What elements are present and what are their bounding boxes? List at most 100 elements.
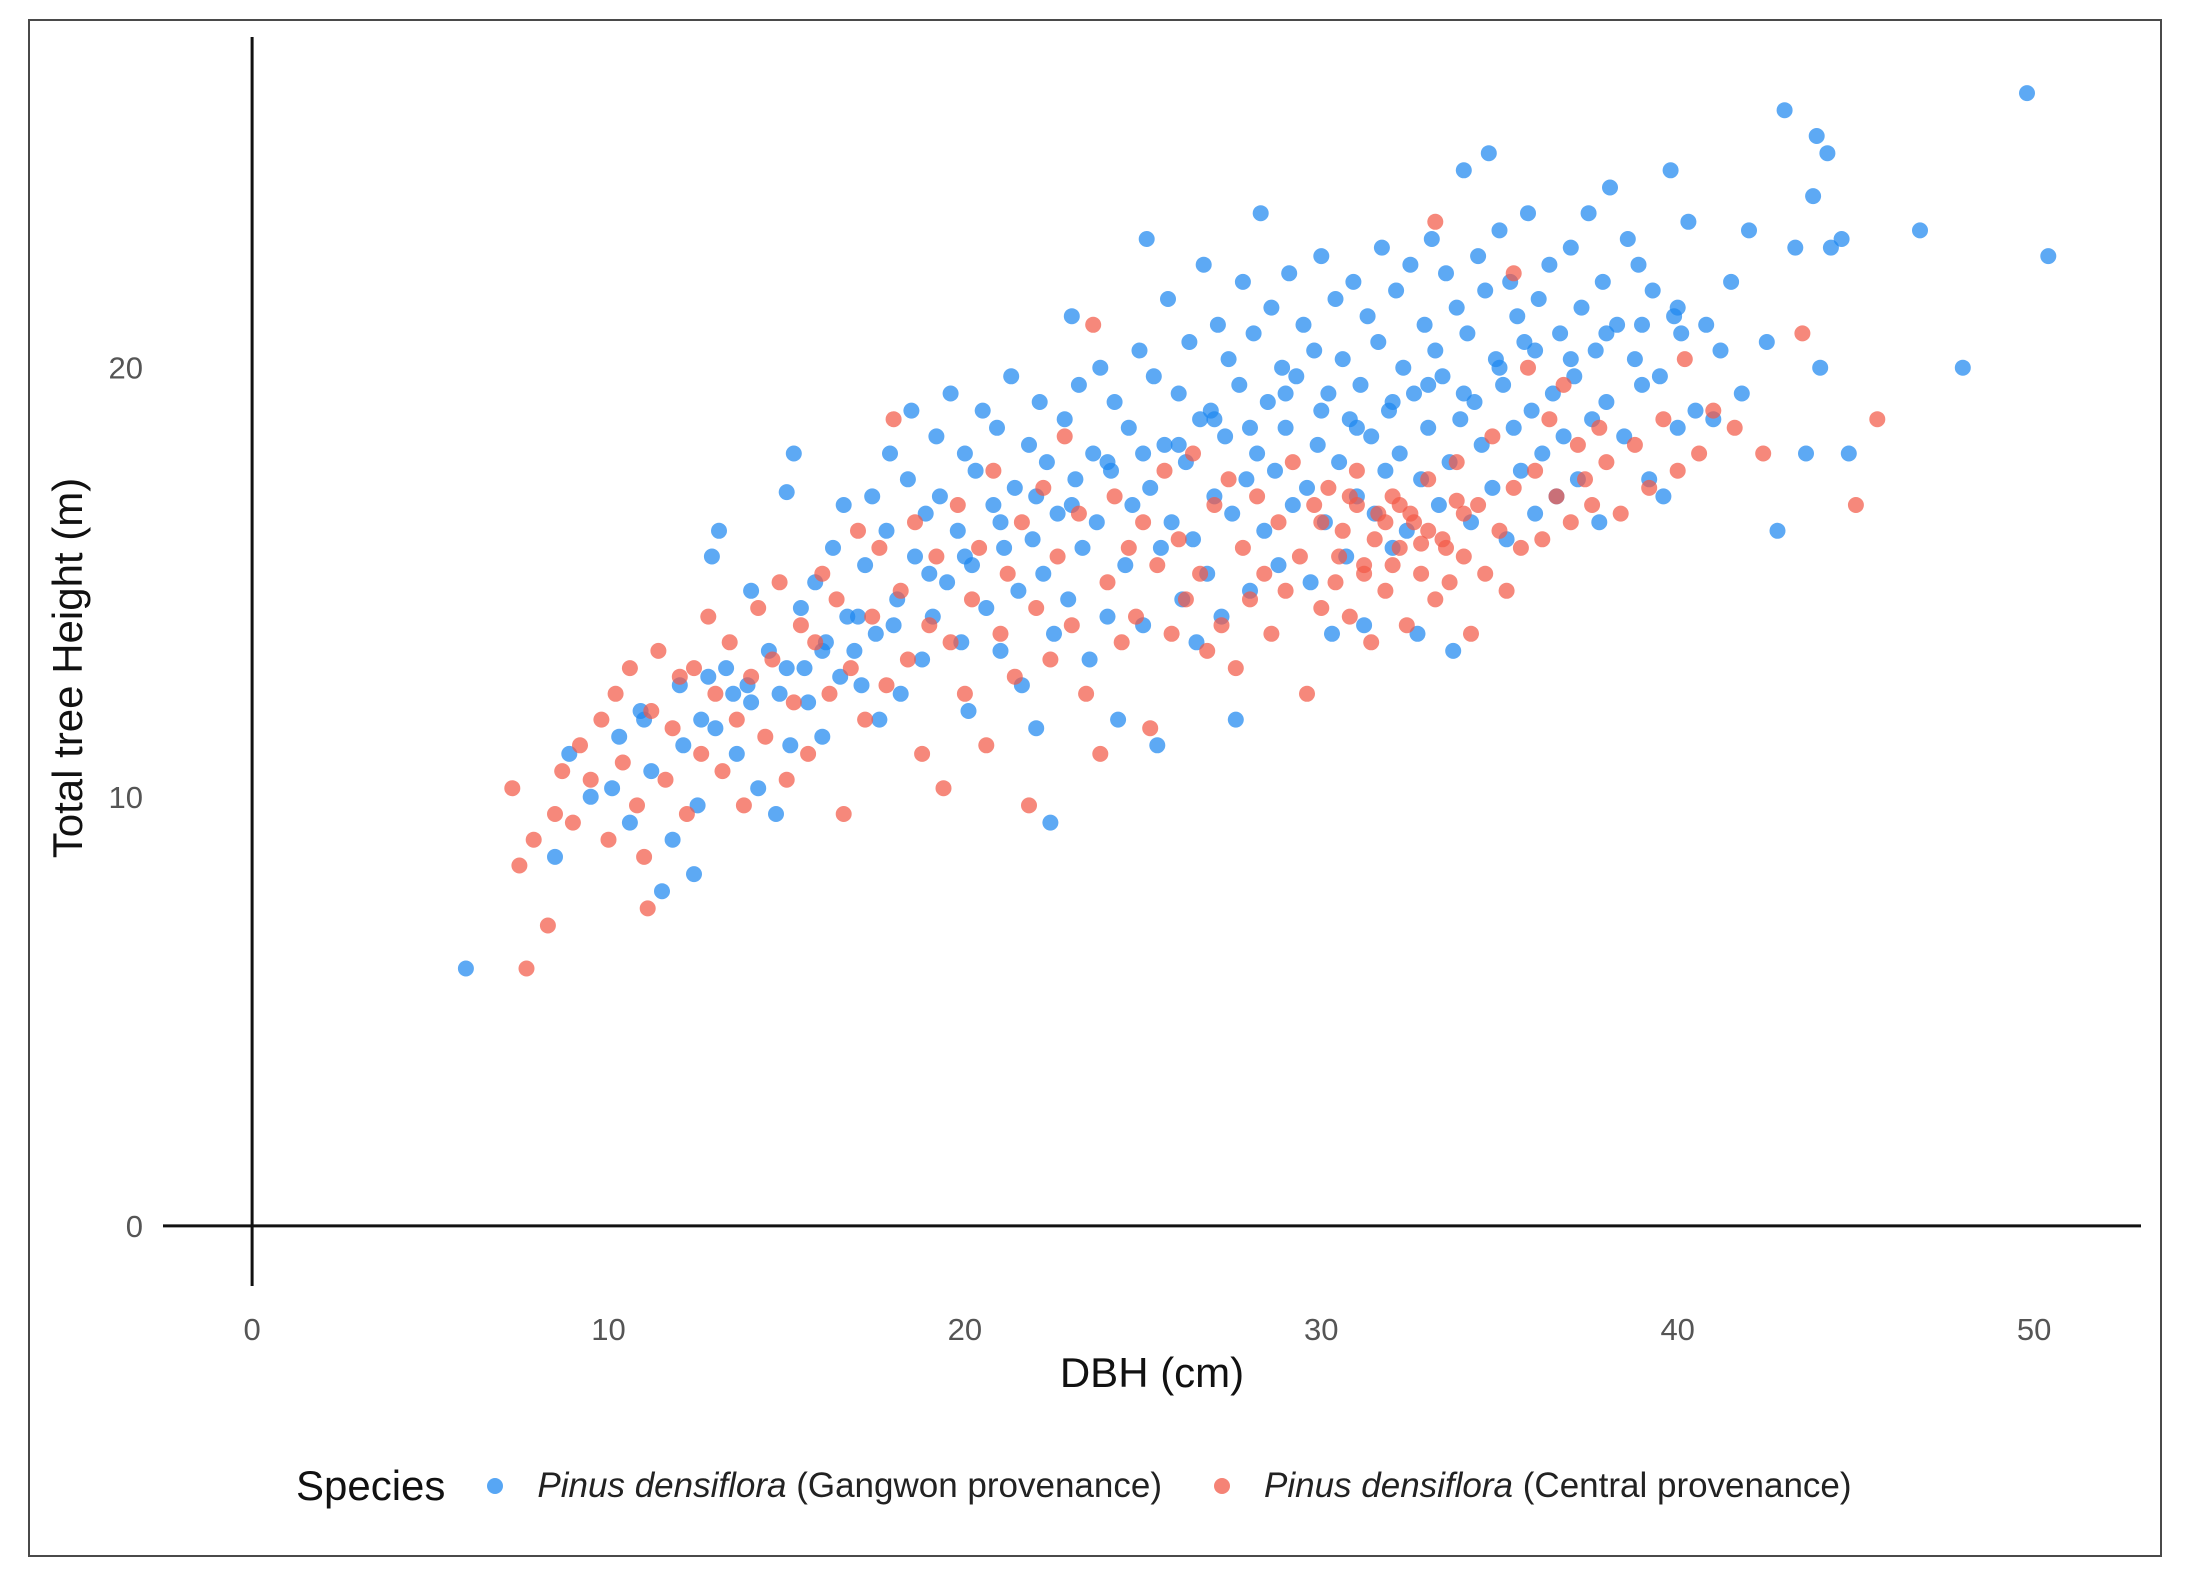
point-gangwon: [1662, 162, 1679, 179]
point-central: [750, 600, 767, 616]
point-central: [1705, 402, 1722, 419]
point-central: [1463, 625, 1479, 642]
point-gangwon: [1416, 316, 1433, 333]
point-gangwon: [1284, 497, 1301, 513]
point-central: [1448, 492, 1465, 509]
point-gangwon: [1295, 316, 1312, 333]
point-gangwon: [1808, 128, 1825, 144]
point-central: [1331, 548, 1348, 565]
point-central: [1391, 539, 1408, 556]
y-tick-label: 20: [109, 351, 143, 386]
point-gangwon: [1324, 625, 1340, 642]
point-gangwon: [1673, 325, 1690, 342]
point-gangwon: [1152, 539, 1169, 556]
point-gangwon: [1758, 334, 1775, 350]
point-gangwon: [1445, 642, 1462, 659]
point-central: [707, 685, 724, 702]
point-gangwon: [882, 445, 898, 462]
point-central: [607, 685, 624, 702]
point-central: [899, 651, 916, 668]
point-gangwon: [1541, 256, 1558, 273]
point-gangwon: [1313, 402, 1330, 419]
point-central: [593, 711, 610, 728]
point-gangwon: [1181, 334, 1198, 350]
point-central: [1484, 428, 1501, 445]
point-gangwon: [1377, 462, 1394, 479]
point-central: [1377, 582, 1394, 599]
point-gangwon: [1056, 411, 1073, 428]
point-central: [1313, 514, 1330, 531]
point-gangwon: [1840, 445, 1857, 462]
point-gangwon: [1912, 222, 1928, 239]
point-gangwon: [846, 642, 863, 659]
point-central: [1092, 745, 1109, 762]
point-gangwon: [1363, 428, 1380, 445]
point-gangwon: [1327, 291, 1344, 307]
point-gangwon: [1274, 359, 1291, 376]
point-gangwon: [1669, 299, 1686, 316]
point-central: [757, 728, 774, 745]
point-gangwon: [1552, 325, 1569, 342]
point-central: [564, 814, 581, 831]
point-gangwon: [903, 402, 920, 419]
point-gangwon: [1156, 436, 1173, 453]
point-central: [728, 711, 745, 728]
point-central: [1548, 488, 1565, 505]
point-central: [1491, 522, 1508, 539]
point-central: [1142, 720, 1159, 737]
point-central: [1306, 497, 1323, 513]
point-central: [1676, 351, 1693, 368]
point-gangwon: [1566, 368, 1583, 385]
y-tick-label: 10: [109, 780, 143, 815]
point-central: [1199, 642, 1216, 659]
point-gangwon: [917, 505, 934, 522]
point-gangwon: [1602, 179, 1618, 196]
point-central: [1420, 471, 1437, 488]
point-gangwon: [1277, 419, 1294, 436]
legend: Species Pinus densiflora (Gangwon proven…: [296, 1462, 1904, 1510]
point-gangwon: [1063, 308, 1080, 325]
point-gangwon: [1188, 634, 1205, 651]
legend-key-central: [1213, 1478, 1230, 1494]
point-gangwon: [1741, 222, 1757, 239]
point-central: [1470, 497, 1487, 513]
point-central: [700, 608, 717, 625]
point-gangwon: [1687, 402, 1704, 419]
point-central: [1356, 565, 1373, 582]
point-central: [1598, 454, 1615, 471]
point-gangwon: [703, 548, 720, 565]
point-central: [800, 745, 817, 762]
point-central: [964, 591, 980, 608]
point-central: [639, 900, 656, 917]
point-central: [949, 497, 966, 513]
point-central: [1078, 685, 1095, 702]
point-central: [1794, 325, 1811, 342]
point-gangwon: [949, 522, 966, 539]
point-gangwon: [1267, 462, 1283, 479]
point-central: [1569, 436, 1586, 453]
point-gangwon: [921, 565, 938, 582]
point-central: [807, 634, 824, 651]
point-gangwon: [1170, 385, 1187, 402]
point-gangwon: [1224, 505, 1241, 522]
point-gangwon: [457, 960, 474, 977]
point-gangwon: [1299, 479, 1315, 496]
point-gangwon: [864, 488, 881, 505]
point-gangwon: [686, 866, 702, 883]
legend-item-central: Pinus densiflora (Central provenance): [1213, 1466, 1852, 1506]
point-gangwon: [1135, 445, 1152, 462]
point-gangwon: [1805, 188, 1822, 205]
point-central: [1006, 668, 1023, 685]
point-central: [1135, 514, 1152, 531]
point-gangwon: [664, 831, 681, 848]
point-central: [600, 831, 617, 848]
point-gangwon: [1309, 436, 1326, 453]
point-central: [1641, 479, 1658, 496]
point-gangwon: [1085, 445, 1102, 462]
point-central: [1577, 471, 1593, 488]
point-gangwon: [1423, 231, 1440, 247]
point-gangwon: [1395, 359, 1412, 376]
point-central: [956, 685, 973, 702]
point-central: [657, 771, 674, 788]
point-gangwon: [1106, 394, 1123, 410]
